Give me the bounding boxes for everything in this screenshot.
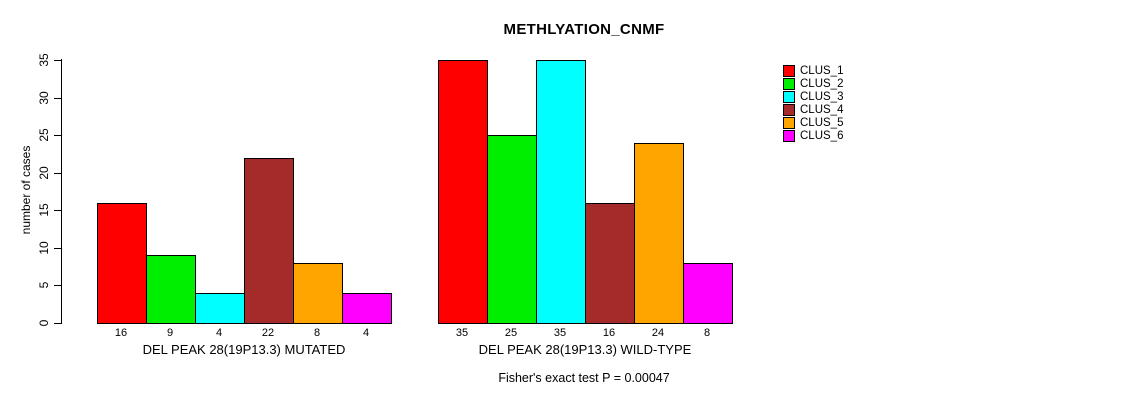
group-label: DEL PEAK 28(19P13.3) WILD-TYPE (478, 342, 692, 357)
legend-swatch-clus_3 (783, 91, 795, 103)
y-tick-mark (54, 210, 61, 211)
y-tick-mark (54, 97, 61, 99)
bar-clus_4 (585, 203, 635, 324)
bar-value-label: 4 (215, 327, 223, 339)
group-label: DEL PEAK 28(19P13.3) MUTATED (142, 342, 346, 357)
legend-swatch-clus_1 (783, 65, 795, 77)
legend-label: CLUS_3 (800, 91, 844, 103)
bar-value-label: 4 (362, 327, 370, 339)
bar-value-label: 9 (166, 327, 174, 339)
y-tick-mark (54, 135, 61, 136)
bar-value-label: 35 (455, 327, 469, 339)
bar-clus_2 (146, 255, 196, 324)
bar-value-label: 8 (703, 327, 711, 339)
bar-clus_6 (342, 293, 392, 324)
bar-clus_1 (97, 203, 147, 324)
bar-clus_3 (195, 293, 245, 324)
bar-clus_4 (244, 158, 294, 324)
chart-title: METHLYATION_CNMF (503, 21, 665, 38)
legend-label: CLUS_5 (800, 117, 844, 129)
annotation-text: Fisher's exact test P = 0.00047 (498, 371, 670, 385)
y-tick-label: 30 (37, 90, 51, 105)
y-tick-label: 15 (37, 203, 51, 217)
y-tick-mark (54, 285, 61, 286)
bar-value-label: 16 (114, 327, 128, 339)
legend-swatch-clus_2 (783, 78, 795, 90)
bar-value-label: 24 (651, 327, 665, 339)
y-tick-label: 5 (37, 281, 51, 289)
legend-label: CLUS_1 (800, 65, 844, 77)
bar-value-label: 22 (261, 327, 275, 339)
y-axis-title: number of cases (19, 145, 33, 235)
bar-value-label: 8 (313, 327, 321, 339)
y-tick-label: 10 (37, 240, 51, 255)
bar-clus_6 (683, 263, 733, 324)
y-tick-mark (54, 172, 61, 174)
legend-label: CLUS_6 (800, 130, 844, 142)
bar-clus_5 (293, 263, 343, 324)
legend-label: CLUS_2 (800, 78, 844, 90)
legend-swatch-clus_6 (783, 130, 795, 142)
bar-clus_3 (536, 60, 586, 324)
y-tick-mark (54, 60, 61, 61)
bar-clus_2 (487, 135, 537, 324)
y-tick-label: 0 (37, 319, 51, 326)
legend-label: CLUS_4 (800, 104, 844, 116)
y-axis-line (61, 59, 62, 324)
bar-value-label: 25 (504, 327, 518, 339)
bar-value-label: 16 (602, 327, 616, 339)
bar-clus_5 (634, 143, 684, 324)
y-tick-mark (54, 322, 61, 324)
bar-clus_1 (438, 60, 488, 324)
y-tick-label: 35 (37, 53, 51, 67)
legend-swatch-clus_5 (783, 117, 795, 129)
bar-value-label: 35 (553, 327, 567, 339)
y-tick-label: 20 (37, 165, 51, 180)
y-tick-label: 25 (37, 128, 51, 142)
legend-swatch-clus_4 (783, 104, 795, 116)
y-tick-mark (54, 247, 61, 249)
